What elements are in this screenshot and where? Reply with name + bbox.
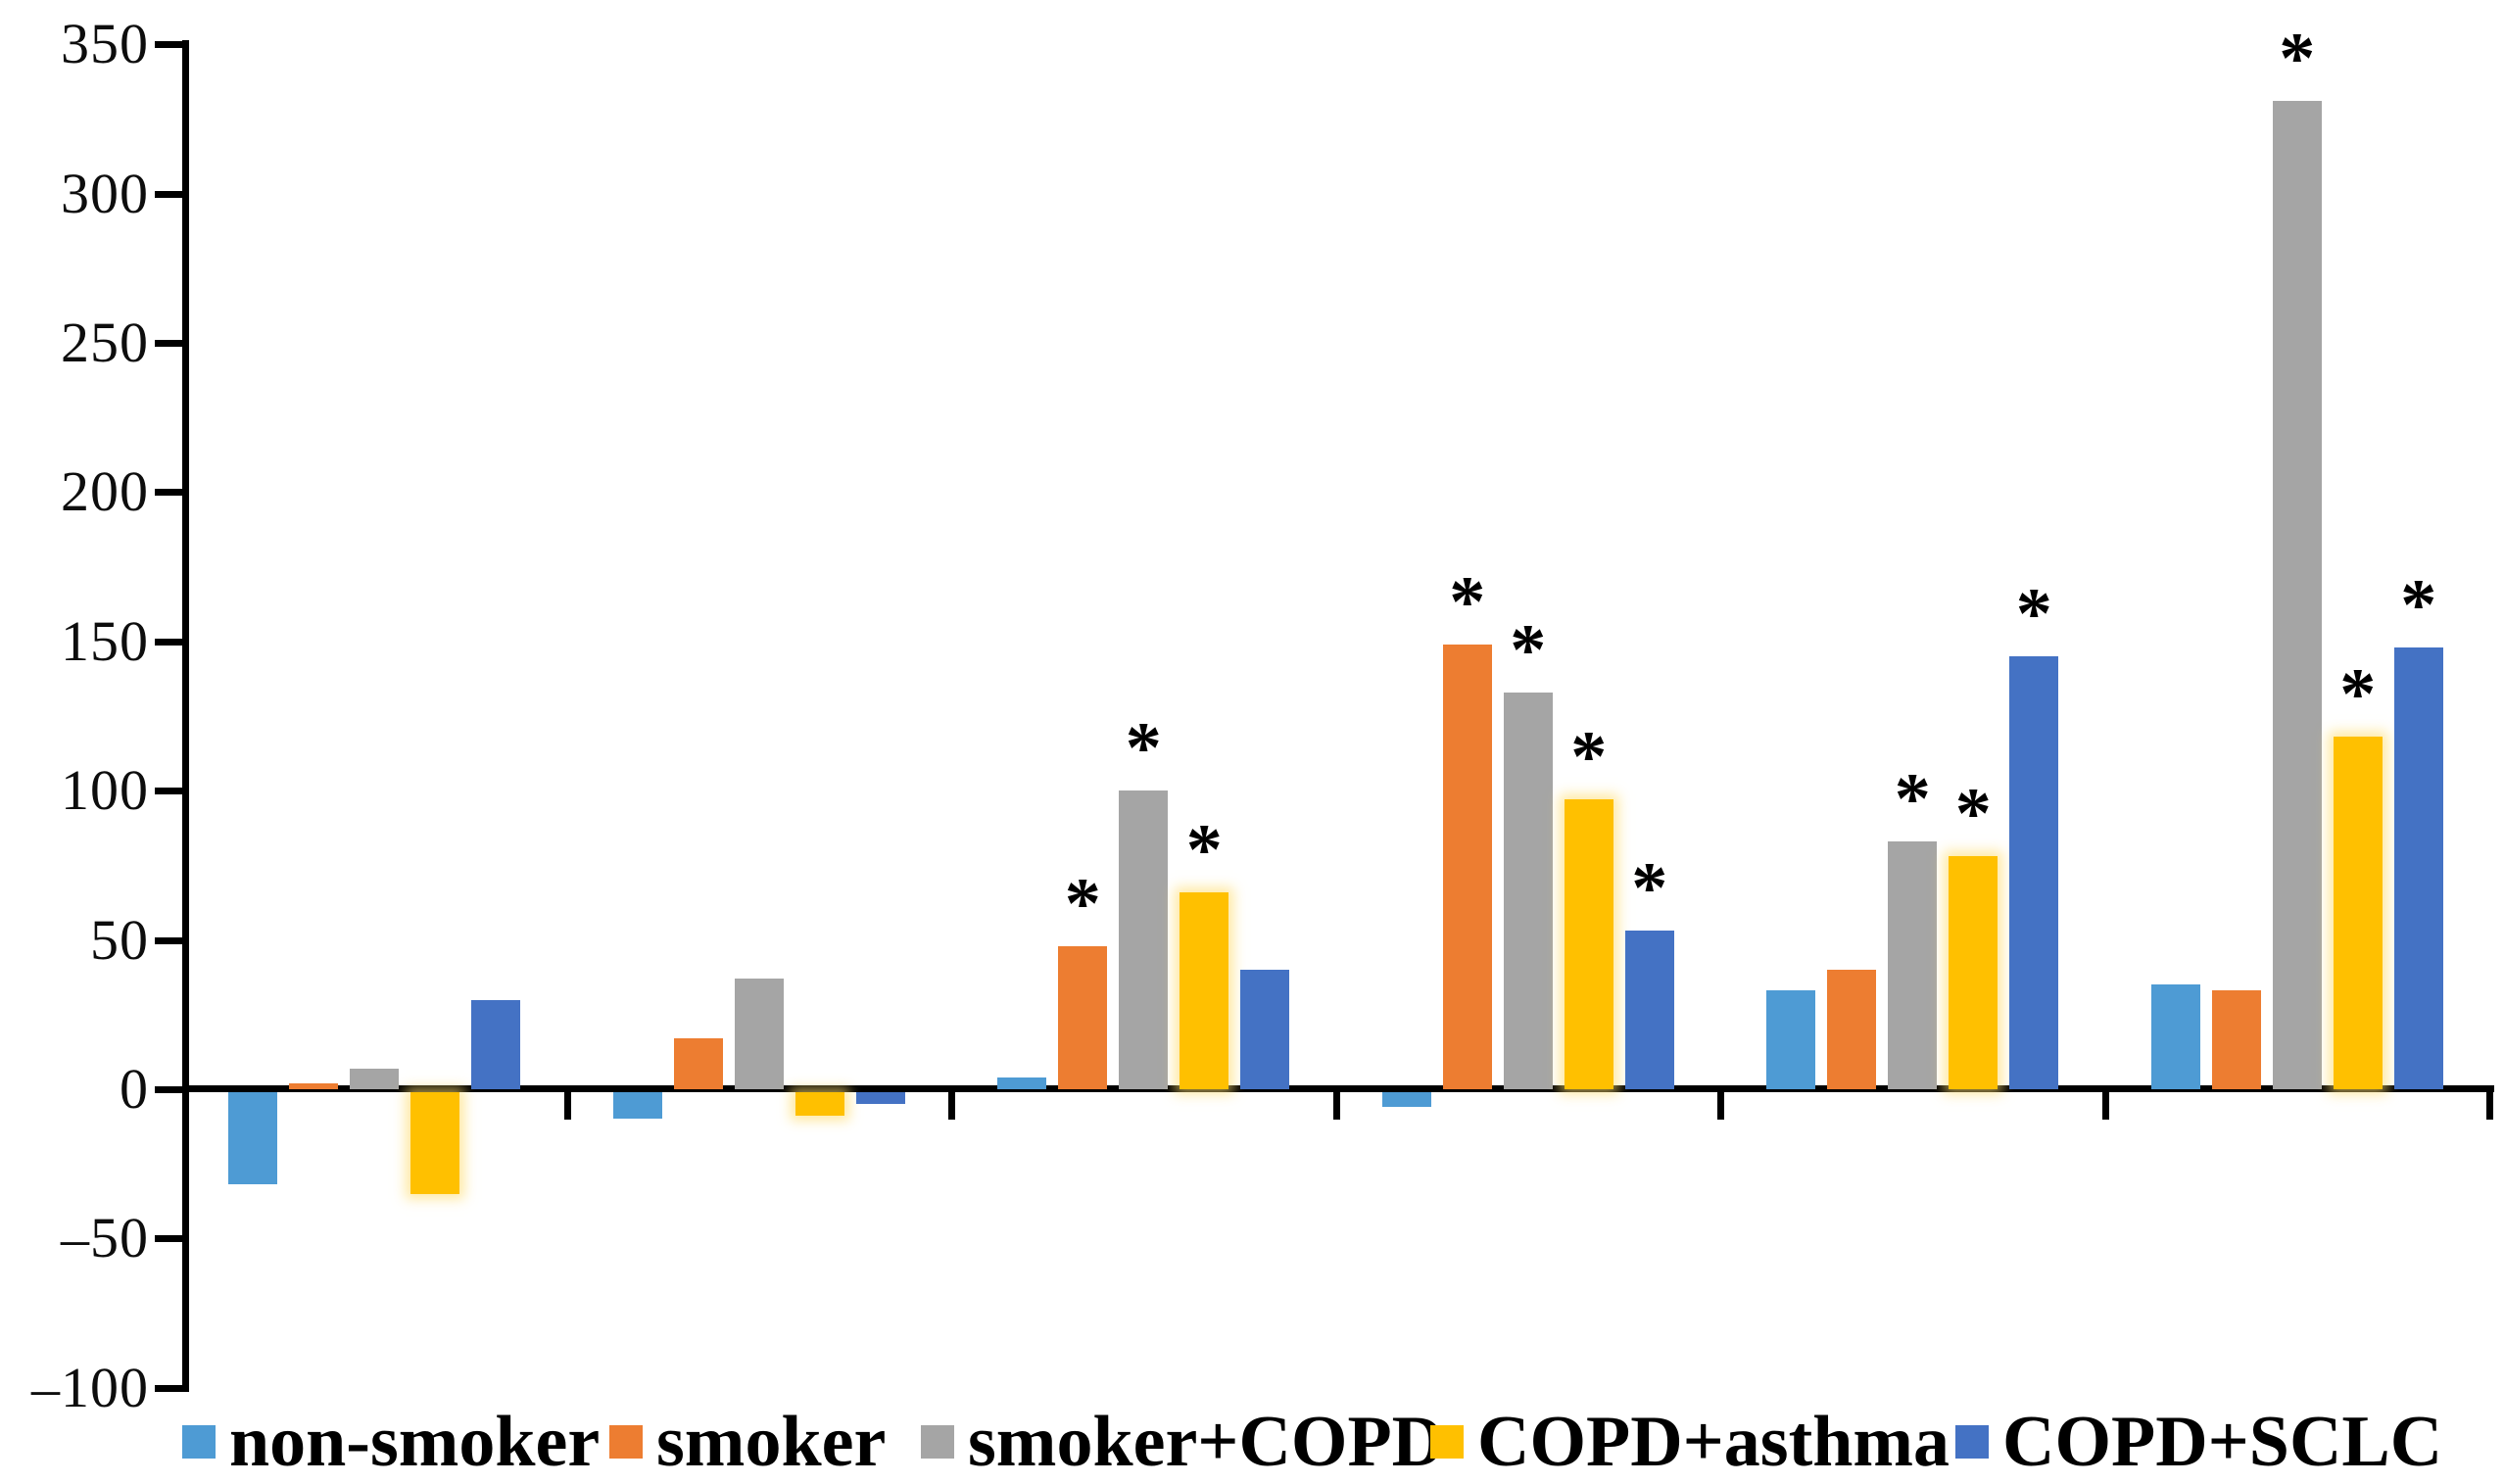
- bar-non-smoker-group-4: [1381, 1092, 1431, 1108]
- bar-non-smoker-group-2: [612, 1092, 662, 1120]
- legend-item-COPD+asthma: COPD+asthma: [1430, 1402, 1950, 1482]
- y-axis-tick-label: –100: [31, 1355, 149, 1419]
- y-axis-tick-label: 50: [90, 907, 149, 972]
- bar-smoker-group-6: [2211, 990, 2261, 1089]
- bar-smoker-group-2: [673, 1038, 723, 1089]
- y-axis-tick: [155, 936, 182, 944]
- significance-asterisk: *: [1570, 717, 1608, 798]
- significance-asterisk: *: [2339, 654, 2377, 736]
- y-axis-tick-label: 100: [61, 758, 149, 823]
- bar-COPD+SCLC-group-1: [471, 999, 521, 1089]
- legend-swatch-smoker+COPD: [921, 1425, 954, 1459]
- y-axis-line: [182, 40, 189, 1392]
- legend-swatch-COPD+asthma: [1430, 1425, 1464, 1459]
- y-axis-tick: [155, 788, 182, 795]
- legend-item-smoker: smoker: [609, 1402, 887, 1482]
- y-axis-tick-label: 350: [61, 12, 149, 76]
- bar-COPD+asthma-group-1: [410, 1092, 460, 1194]
- y-axis-tick-label: 150: [61, 608, 149, 673]
- significance-asterisk: *: [2400, 564, 2437, 646]
- legend-label: non-smoker: [229, 1402, 601, 1482]
- significance-asterisk: *: [1894, 759, 1931, 840]
- bar-COPD+asthma-group-3: [1180, 891, 1229, 1089]
- y-axis-tick-label: 300: [61, 161, 149, 225]
- bar-smoker+COPD-group-5: [1888, 841, 1938, 1089]
- legend-label: smoker+COPD: [968, 1402, 1445, 1482]
- bar-COPD+SCLC-group-4: [1624, 931, 1674, 1089]
- y-axis-tick-label: 0: [120, 1057, 149, 1121]
- significance-asterisk: *: [1185, 809, 1223, 890]
- x-axis-group-tick: [1717, 1089, 1724, 1120]
- legend-label: COPD+asthma: [1477, 1402, 1950, 1482]
- bar-COPD+asthma-group-2: [795, 1092, 844, 1117]
- bar-smoker-group-5: [1827, 970, 1877, 1089]
- bar-non-smoker-group-5: [1766, 990, 1816, 1089]
- bar-smoker+COPD-group-3: [1119, 790, 1169, 1089]
- y-axis-tick: [155, 1086, 182, 1093]
- bar-COPD+SCLC-group-5: [2009, 656, 2059, 1089]
- y-axis-tick: [155, 1384, 182, 1392]
- bar-COPD+asthma-group-5: [1949, 856, 1998, 1089]
- significance-asterisk: *: [1954, 774, 1992, 855]
- bar-COPD+SCLC-group-2: [855, 1092, 905, 1105]
- y-axis-tick: [155, 41, 182, 49]
- significance-asterisk: *: [2015, 574, 2052, 655]
- y-axis-tick: [155, 489, 182, 497]
- x-axis-group-tick: [563, 1089, 571, 1120]
- significance-asterisk: *: [2279, 19, 2316, 100]
- legend-item-COPD+SCLC: COPD+SCLC: [1955, 1402, 2443, 1482]
- bar-COPD+asthma-group-4: [1564, 799, 1613, 1089]
- significance-asterisk: *: [1510, 609, 1547, 691]
- legend-swatch-COPD+SCLC: [1955, 1425, 1989, 1459]
- bar-non-smoker-group-1: [228, 1092, 278, 1185]
- y-axis-tick-label: 200: [61, 459, 149, 524]
- bar-smoker-group-1: [289, 1082, 339, 1089]
- x-axis-group-tick: [1332, 1089, 1340, 1120]
- bar-smoker+COPD-group-1: [350, 1068, 400, 1089]
- y-axis-tick: [155, 638, 182, 646]
- bar-non-smoker-group-6: [2150, 984, 2200, 1089]
- x-axis-group-tick: [2101, 1089, 2109, 1120]
- x-axis-group-tick: [948, 1089, 955, 1120]
- legend-item-smoker+COPD: smoker+COPD: [921, 1402, 1445, 1482]
- chart-legend: non-smoker smoker smoker+COPD COPD+asthma CO…: [0, 1402, 2504, 1484]
- y-axis-tick: [155, 1235, 182, 1243]
- bar-non-smoker-group-3: [997, 1077, 1047, 1089]
- significance-asterisk: *: [1449, 561, 1486, 643]
- bar-COPD+SCLC-group-6: [2393, 646, 2443, 1089]
- bar-smoker+COPD-group-6: [2272, 101, 2322, 1089]
- legend-swatch-smoker: [609, 1425, 643, 1459]
- significance-asterisk: *: [1064, 863, 1101, 944]
- bar-smoker-group-3: [1058, 945, 1108, 1089]
- y-axis-tick: [155, 190, 182, 198]
- y-axis-tick-label: –50: [61, 1206, 149, 1270]
- significance-asterisk: *: [1125, 708, 1162, 790]
- bar-smoker+COPD-group-2: [734, 979, 784, 1089]
- legend-label: COPD+SCLC: [2002, 1402, 2443, 1482]
- bar-COPD+SCLC-group-3: [1240, 970, 1290, 1089]
- bar-COPD+asthma-group-6: [2333, 737, 2383, 1089]
- legend-swatch-non-smoker: [182, 1425, 216, 1459]
- legend-label: smoker: [656, 1402, 887, 1482]
- significance-asterisk: *: [1631, 848, 1668, 930]
- y-axis-tick: [155, 340, 182, 347]
- x-axis-group-tick: [2486, 1089, 2493, 1120]
- y-axis-tick-label: 250: [61, 311, 149, 374]
- legend-item-non-smoker: non-smoker: [182, 1402, 601, 1482]
- x-axis-line: [182, 1085, 2494, 1092]
- bar-smoker+COPD-group-4: [1503, 692, 1553, 1089]
- bar-smoker-group-4: [1442, 644, 1492, 1089]
